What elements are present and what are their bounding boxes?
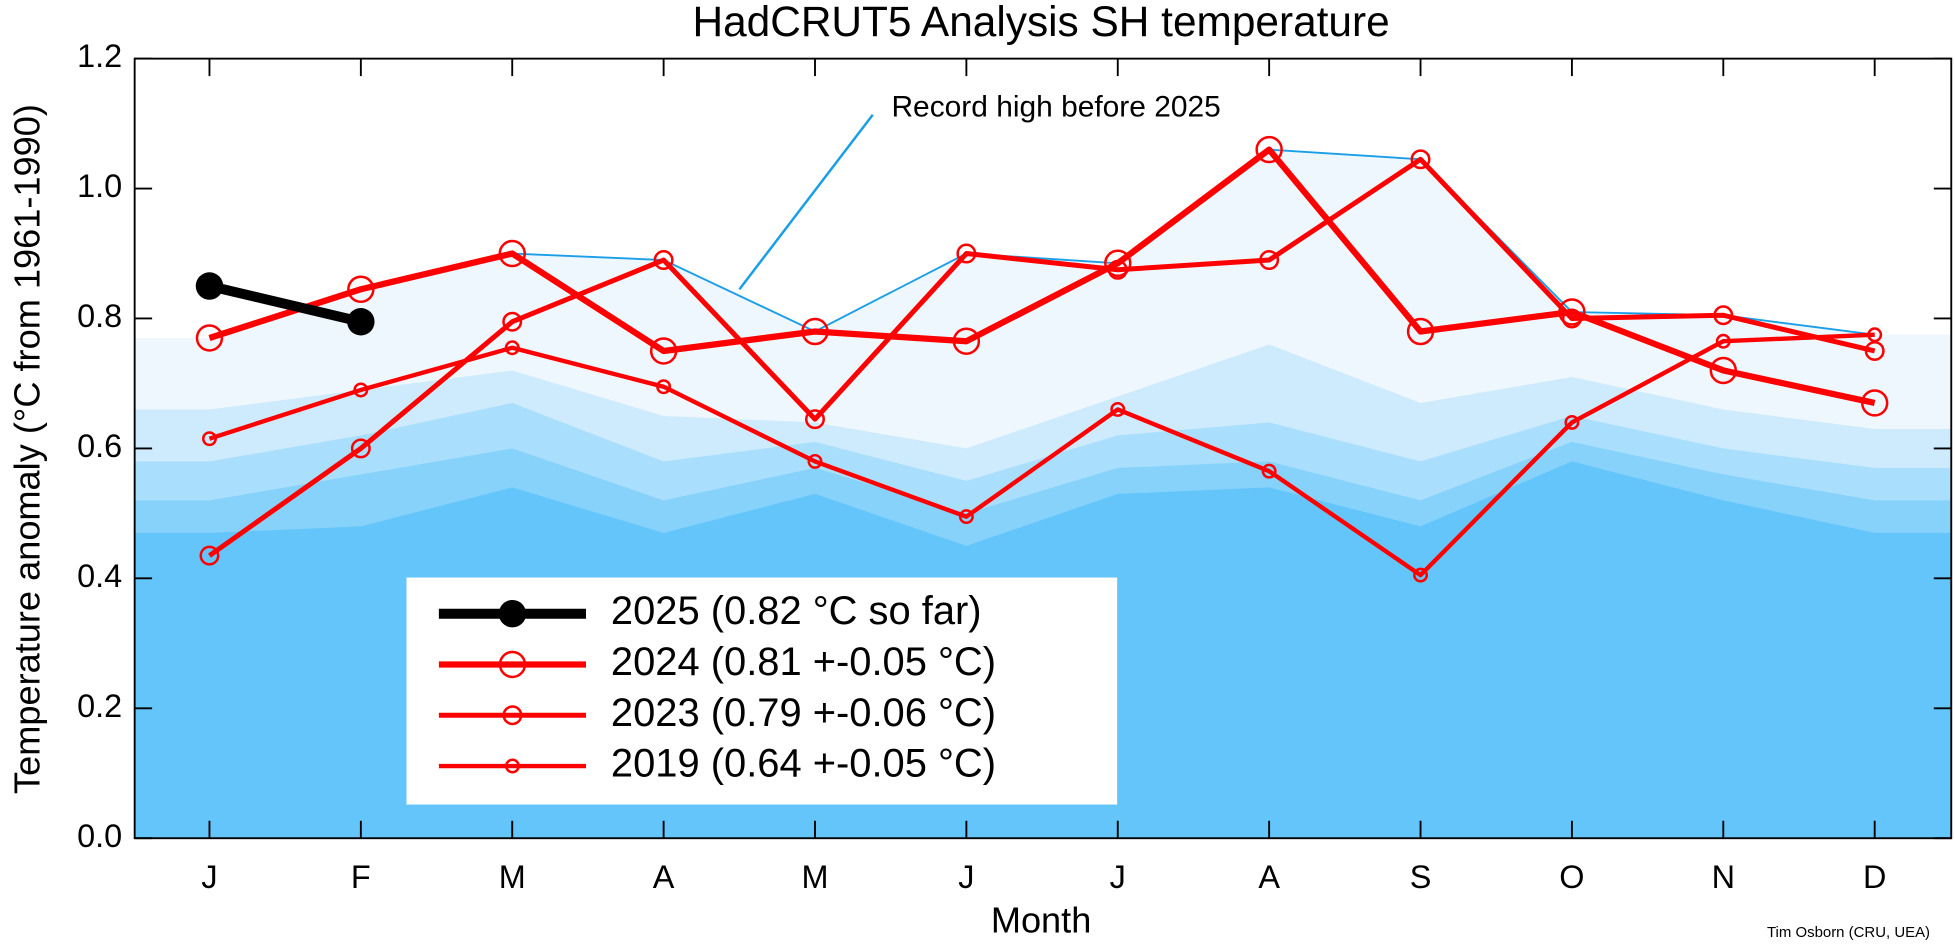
series-line [208, 146, 1876, 407]
marker [350, 438, 371, 459]
x-tick-label: M [802, 859, 829, 895]
y-tick-label: 1.0 [77, 168, 122, 204]
credit: Tim Osborn (CRU, UEA) [1767, 924, 1930, 941]
x-tick-label: N [1712, 859, 1735, 895]
marker [807, 453, 823, 469]
y-axis-label: Temperature anomaly (°C from 1961-1990) [6, 104, 47, 794]
x-tick-label: A [653, 859, 675, 895]
marker [1867, 327, 1883, 343]
marker [195, 324, 224, 352]
marker [502, 311, 523, 332]
x-tick-label: J [1110, 859, 1126, 895]
marker [498, 239, 526, 268]
x-tick-label: M [499, 859, 526, 895]
marker [801, 317, 829, 346]
x-tick-label: D [1863, 859, 1886, 895]
legend-label: 2024 (0.81 +-0.05 °C) [611, 640, 996, 684]
marker [1413, 567, 1429, 583]
series-line [208, 332, 1875, 578]
series [199, 149, 1885, 566]
annotation: Record high before 2025 [891, 90, 1220, 123]
y-tick-label: 0.8 [77, 298, 122, 334]
marker [1259, 250, 1280, 271]
x-tick-label: O [1559, 859, 1584, 895]
marker [504, 340, 520, 356]
marker [956, 243, 977, 264]
series [201, 327, 1883, 583]
y-tick-label: 1.2 [77, 38, 122, 74]
y-tick-label: 0.2 [77, 688, 122, 724]
marker [1558, 298, 1586, 326]
marker [1255, 135, 1283, 164]
marker [1261, 463, 1277, 479]
y-tick-label: 0.4 [77, 558, 122, 594]
marker [347, 275, 375, 303]
marker [1406, 317, 1435, 346]
marker [195, 272, 224, 300]
marker [952, 327, 981, 355]
marker [649, 337, 678, 365]
marker [958, 509, 974, 525]
x-tick-label: A [1258, 859, 1280, 895]
marker [1410, 149, 1431, 170]
marker [805, 409, 825, 430]
legend-marker [498, 599, 527, 628]
marker [1715, 333, 1731, 349]
chart-title: HadCRUT5 Analysis SH temperature [692, 0, 1389, 45]
series-line [208, 156, 1876, 558]
annotation-pointer [738, 114, 874, 291]
legend-label: 2019 (0.64 +-0.05 °C) [611, 742, 996, 786]
marker [199, 545, 220, 566]
marker [1110, 401, 1126, 417]
x-tick-label: J [201, 859, 217, 895]
marker [1104, 249, 1132, 277]
marker [201, 431, 217, 447]
series [195, 272, 375, 336]
x-tick-label: F [351, 859, 371, 895]
legend-label: 2025 (0.82 °C so far) [611, 589, 982, 633]
x-axis-label: Month [991, 900, 1091, 941]
marker [1709, 356, 1738, 385]
y-tick-label: 0.6 [77, 428, 122, 464]
axes: 0.0 0.2 0.4 0.6 0.8 1.0 1.2 J F M A M J J A S O N D [77, 38, 1952, 895]
legend-marker [498, 650, 527, 679]
y-tick-label: 0.0 [77, 818, 122, 854]
marker [1860, 389, 1889, 417]
marker [347, 308, 375, 336]
legend: 2019 (0.64 +-0.05 °C) 2023 (0.79 +-0.06 °… [438, 589, 996, 786]
x-tick-label: S [1410, 859, 1432, 895]
marker [1864, 340, 1885, 361]
series-line [208, 281, 362, 327]
legend-marker [502, 705, 523, 726]
series [195, 135, 1889, 417]
marker [1713, 305, 1734, 326]
legend-label: 2023 (0.79 +-0.06 °C) [611, 691, 996, 735]
legend-marker [504, 758, 520, 774]
marker [353, 382, 369, 398]
marker [653, 250, 674, 271]
x-tick-label: J [958, 859, 974, 895]
marker [656, 379, 672, 395]
marker [1564, 414, 1580, 430]
